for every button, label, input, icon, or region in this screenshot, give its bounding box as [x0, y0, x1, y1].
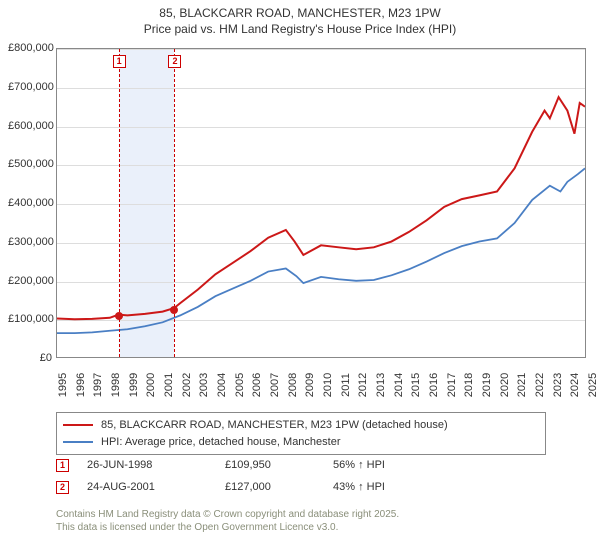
y-tick-label: £200,000 — [8, 275, 52, 287]
sale-date: 24-AUG-2001 — [87, 481, 207, 493]
title-line-2: Price paid vs. HM Land Registry's House … — [10, 22, 590, 38]
legend-swatch-hpi — [63, 441, 93, 443]
sale-dot — [115, 312, 123, 320]
x-tick-label: 2021 — [516, 373, 528, 397]
legend-label-property: 85, BLACKCARR ROAD, MANCHESTER, M23 1PW … — [101, 417, 448, 434]
x-tick-label: 2011 — [340, 373, 352, 397]
y-tick-label: £700,000 — [8, 81, 52, 93]
x-tick-label: 2005 — [234, 373, 246, 397]
series-svg — [57, 49, 585, 357]
x-tick-label: 2018 — [463, 373, 475, 397]
sale-dot — [170, 306, 178, 314]
x-tick-label: 2009 — [304, 373, 316, 397]
y-tick-label: £300,000 — [8, 236, 52, 248]
sale-row: 2 24-AUG-2001 £127,000 43% ↑ HPI — [56, 476, 443, 498]
sale-hpi: 43% ↑ HPI — [333, 481, 443, 493]
series-hpi — [57, 168, 585, 333]
legend-item-hpi: HPI: Average price, detached house, Manc… — [63, 434, 539, 451]
x-tick-label: 2014 — [393, 373, 405, 397]
x-tick-label: 2024 — [569, 373, 581, 397]
sale-date: 26-JUN-1998 — [87, 459, 207, 471]
sale-marker: 2 — [56, 481, 69, 494]
x-tick-label: 1996 — [75, 373, 87, 397]
x-tick-label: 2017 — [446, 373, 458, 397]
event-line — [119, 49, 120, 357]
x-tick-label: 1998 — [110, 373, 122, 397]
footnote-line-1: Contains HM Land Registry data © Crown c… — [56, 508, 399, 521]
x-tick-label: 1995 — [57, 373, 69, 397]
x-tick-label: 2020 — [499, 373, 511, 397]
series-property — [57, 97, 585, 319]
sales-table: 1 26-JUN-1998 £109,950 56% ↑ HPI 2 24-AU… — [56, 454, 443, 498]
legend-item-property: 85, BLACKCARR ROAD, MANCHESTER, M23 1PW … — [63, 417, 539, 434]
x-tick-label: 2004 — [216, 373, 228, 397]
chart-area: 1995 1996 1997 1998 1999 2000 2001 2002 2003 2004… — [8, 44, 592, 404]
legend-swatch-property — [63, 424, 93, 426]
legend-label-hpi: HPI: Average price, detached house, Manc… — [101, 434, 341, 451]
y-tick-label: £100,000 — [8, 313, 52, 325]
x-tick-label: 2013 — [375, 373, 387, 397]
sale-price: £127,000 — [225, 481, 315, 493]
sale-hpi: 56% ↑ HPI — [333, 459, 443, 471]
x-tick-label: 2016 — [428, 373, 440, 397]
event-marker: 1 — [113, 55, 126, 68]
title-line-1: 85, BLACKCARR ROAD, MANCHESTER, M23 1PW — [10, 6, 590, 22]
y-tick-label: £500,000 — [8, 158, 52, 170]
x-tick-label: 2015 — [410, 373, 422, 397]
x-tick-label: 2019 — [481, 373, 493, 397]
x-tick-label: 2012 — [357, 373, 369, 397]
x-tick-label: 2000 — [145, 373, 157, 397]
x-tick-label: 2001 — [163, 373, 175, 397]
x-tick-label: 2008 — [287, 373, 299, 397]
sale-price: £109,950 — [225, 459, 315, 471]
legend: 85, BLACKCARR ROAD, MANCHESTER, M23 1PW … — [56, 412, 546, 455]
x-tick-label: 2007 — [269, 373, 281, 397]
plot-region: 1995199619971998199920002001200220032004… — [56, 48, 586, 358]
x-tick-label: 2003 — [198, 373, 210, 397]
y-tick-label: £800,000 — [8, 42, 52, 54]
sale-marker: 1 — [56, 459, 69, 472]
x-tick-label: 1997 — [92, 373, 104, 397]
x-tick-label: 2010 — [322, 373, 334, 397]
x-tick-label: 2002 — [181, 373, 193, 397]
x-tick-label: 2006 — [251, 373, 263, 397]
y-tick-label: £400,000 — [8, 197, 52, 209]
footnote-line-2: This data is licensed under the Open Gov… — [56, 521, 399, 534]
x-tick-label: 2022 — [534, 373, 546, 397]
footnote: Contains HM Land Registry data © Crown c… — [56, 508, 399, 534]
x-tick-label: 2025 — [587, 373, 599, 397]
event-marker: 2 — [168, 55, 181, 68]
y-tick-label: £0 — [8, 352, 52, 364]
x-tick-label: 1999 — [128, 373, 140, 397]
x-tick-label: 2023 — [552, 373, 564, 397]
chart-title-block: 85, BLACKCARR ROAD, MANCHESTER, M23 1PW … — [0, 0, 600, 39]
y-tick-label: £600,000 — [8, 120, 52, 132]
sale-row: 1 26-JUN-1998 £109,950 56% ↑ HPI — [56, 454, 443, 476]
